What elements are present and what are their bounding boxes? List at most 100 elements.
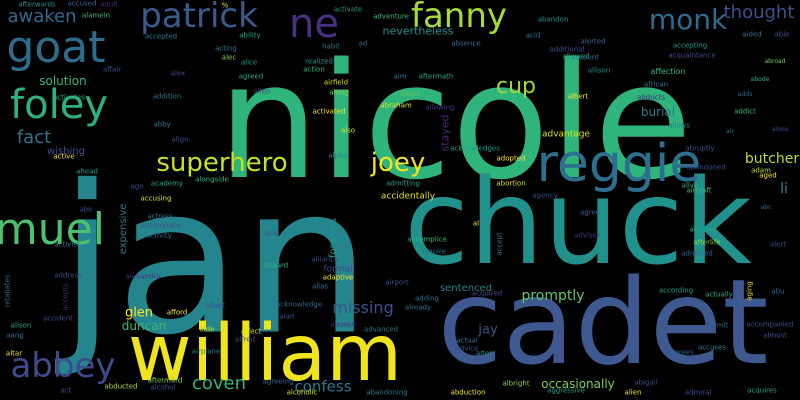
word-li: li: [780, 181, 788, 197]
word-adopted: adopted: [496, 154, 526, 163]
word-accompanied: accompanied: [746, 320, 794, 329]
word-forgives: forgives: [328, 218, 339, 258]
word-ah: ah: [627, 224, 637, 233]
word-occasionally: occasionally: [541, 377, 615, 391]
word-abusive: abusive: [689, 225, 717, 234]
word-albright: albright: [502, 379, 530, 388]
word-abandoned: abandoned: [686, 163, 726, 172]
word-abducted: abducted: [104, 382, 138, 391]
word-adds: adds: [737, 91, 753, 98]
word-acknowledge: acknowledge: [275, 300, 323, 309]
word-agreed: agreed: [238, 72, 264, 81]
word-promptly: promptly: [521, 288, 585, 304]
word-abigail: abigail: [634, 378, 658, 387]
word-aircraft: aircraft: [686, 186, 712, 195]
word-abode: abode: [750, 76, 770, 83]
word-missing: missing: [332, 298, 394, 317]
word-airport: airport: [385, 278, 409, 287]
word-alcohol: alcohol: [150, 383, 176, 392]
word-agreeing: agreeing: [262, 377, 294, 386]
word-alerted: alerted: [580, 37, 606, 46]
word-habit: habit: [322, 42, 340, 51]
word-percent: %: [221, 1, 229, 10]
word-accidentally: accidentally: [380, 191, 436, 202]
word-alison: alison: [10, 321, 32, 330]
word-admitted: admitted: [681, 249, 713, 258]
word-thought: thought: [723, 2, 795, 23]
word-accomplice: accomplice: [407, 235, 447, 244]
word-albert: albert: [567, 92, 589, 101]
word-abroad: abroad: [764, 58, 786, 65]
word-abu: abu: [771, 287, 785, 296]
word-joey: joey: [370, 148, 426, 178]
word-goat: goat: [6, 22, 106, 73]
word-solution: solution: [39, 74, 87, 88]
word-chuck: chuck: [404, 153, 752, 291]
word-african: african: [643, 80, 669, 89]
word-jay: jay: [478, 322, 498, 338]
word-accept: accept: [495, 232, 504, 256]
word-adding: adding: [414, 294, 440, 303]
word-alliance: alliance: [311, 255, 339, 264]
word-according: according: [658, 286, 694, 295]
word-abduction: abduction: [450, 388, 486, 397]
word-already: already: [404, 303, 432, 312]
word-along: along: [329, 88, 349, 97]
word-adult: adult: [100, 0, 118, 9]
word-stayed: stayed: [438, 114, 452, 152]
word-air: air: [726, 128, 734, 135]
word-alias: alias: [311, 282, 329, 291]
word-abandon: abandon: [537, 15, 569, 24]
word-activated: activated: [312, 107, 346, 116]
word-admit: admit: [707, 321, 729, 330]
word-acquire: acquire: [420, 247, 446, 256]
word-burial: burial: [640, 105, 676, 119]
word-agency: agency: [532, 191, 558, 200]
word-acquires: acquires: [747, 386, 777, 395]
word-adviser: adviser: [574, 231, 600, 240]
word-abruptly: abruptly: [685, 144, 715, 153]
word-abused: abused: [330, 320, 356, 329]
word-alice: alice: [240, 58, 258, 67]
word-actress: actress: [147, 212, 173, 221]
word-actually: actually: [705, 290, 733, 299]
word-academy: academy: [150, 179, 184, 188]
word-affair: affair: [102, 65, 122, 74]
word-aide: aide: [199, 325, 215, 334]
word-allison: allison: [587, 66, 611, 75]
word-address: address: [54, 271, 82, 280]
word-ad: ad: [358, 39, 368, 48]
word-activity: activity: [146, 231, 172, 240]
word-allowed: allowed: [562, 52, 590, 61]
word-accompany: accompany: [140, 221, 182, 230]
word-accepts: accepts: [61, 283, 70, 311]
word-nevertheless: nevertheless: [382, 24, 454, 38]
word-foley: foley: [10, 82, 108, 128]
word-afterlife: afterlife: [693, 238, 721, 247]
word-abe: abe: [79, 205, 93, 214]
word-realized: realized: [305, 57, 333, 66]
word-samuel: samuel: [0, 204, 105, 255]
word-advanced: advanced: [363, 325, 399, 334]
word-accident: accident: [43, 314, 73, 323]
word-aang: aang: [6, 331, 24, 340]
word-acquaintance: acquaintance: [668, 51, 716, 60]
word-glen: glen: [124, 305, 154, 321]
word-abuse: abuse: [399, 89, 421, 98]
word-alamein: alamein: [81, 11, 111, 20]
word-aging: aging: [745, 281, 754, 301]
word-jan: jan: [58, 142, 372, 381]
word-active: active: [53, 152, 75, 161]
word-alpha: alpha: [328, 151, 348, 160]
word-abducts: abducts: [637, 93, 665, 102]
word-action: action: [303, 65, 325, 74]
word-formal: formal: [323, 264, 353, 275]
word-ability: ability: [239, 31, 261, 40]
word-activist: activist: [54, 240, 80, 249]
word-aged: aged: [759, 171, 777, 180]
word-william: william: [127, 309, 403, 399]
word-alan: alan: [279, 312, 295, 321]
word-ago: ago: [130, 182, 144, 191]
word-acquired: acquired: [471, 289, 503, 298]
word-alexandra: alexandra: [125, 272, 161, 281]
